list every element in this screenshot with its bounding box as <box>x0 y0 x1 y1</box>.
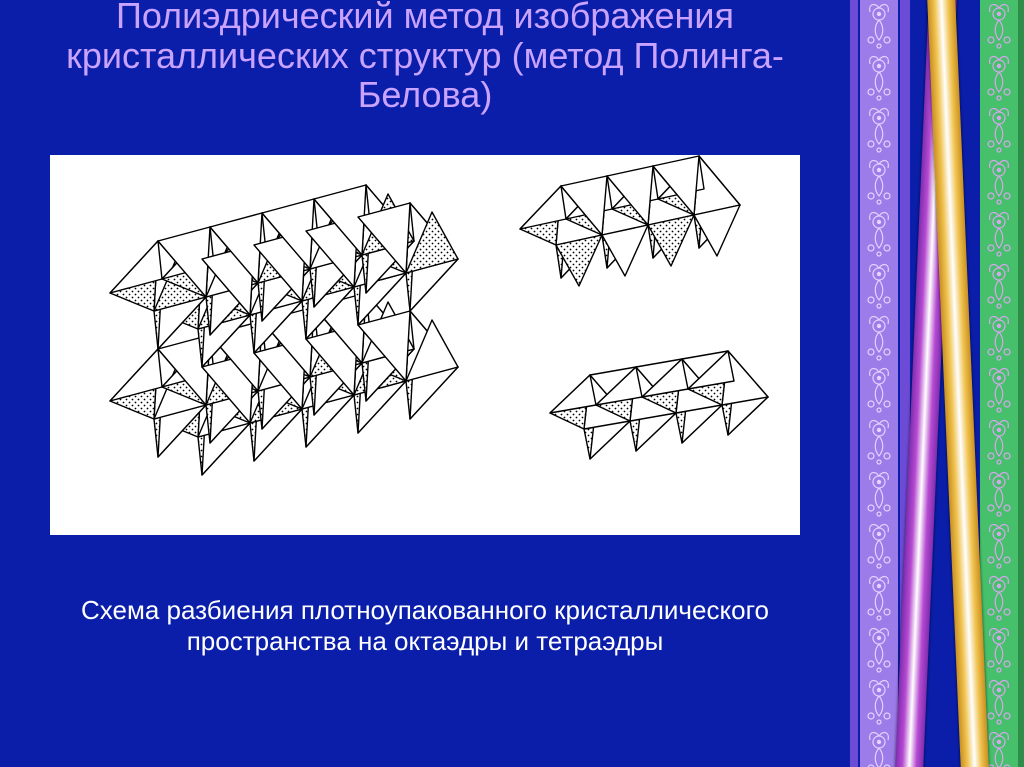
figure-caption: Схема разбиения плотноупакованного крист… <box>45 595 805 657</box>
polyhedra-svg <box>50 155 800 535</box>
side-decor <box>850 0 1024 767</box>
slide-title: Полиэдрический метод изображения кристал… <box>36 0 814 115</box>
slide: Полиэдрический метод изображения кристал… <box>0 0 1024 767</box>
figure-polyhedra <box>50 155 800 535</box>
content-area: Полиэдрический метод изображения кристал… <box>0 0 850 767</box>
